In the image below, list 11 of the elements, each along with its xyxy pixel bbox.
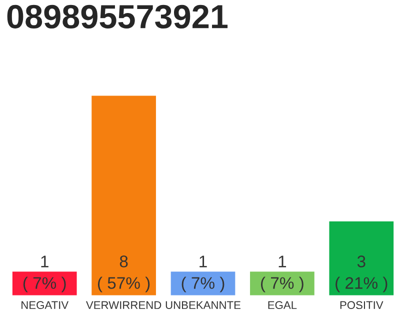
x-tick-label: UNBEKANNTE <box>166 301 240 310</box>
x-tick-label: EGAL <box>268 301 297 310</box>
chart-title: 089895573921 <box>7 4 228 29</box>
data-label: 1 ( 7% ) <box>23 256 66 292</box>
data-label: 1 ( 7% ) <box>261 256 304 292</box>
x-tick-label: NEGATIV <box>22 301 69 310</box>
data-label: 8 ( 57% ) <box>98 256 150 292</box>
data-label: 1 ( 7% ) <box>182 256 224 292</box>
x-tick-label: VERWIRREND <box>86 301 162 309</box>
data-label: 3 ( 21% ) <box>336 256 388 292</box>
x-tick-label: POSITIV <box>340 301 384 310</box>
